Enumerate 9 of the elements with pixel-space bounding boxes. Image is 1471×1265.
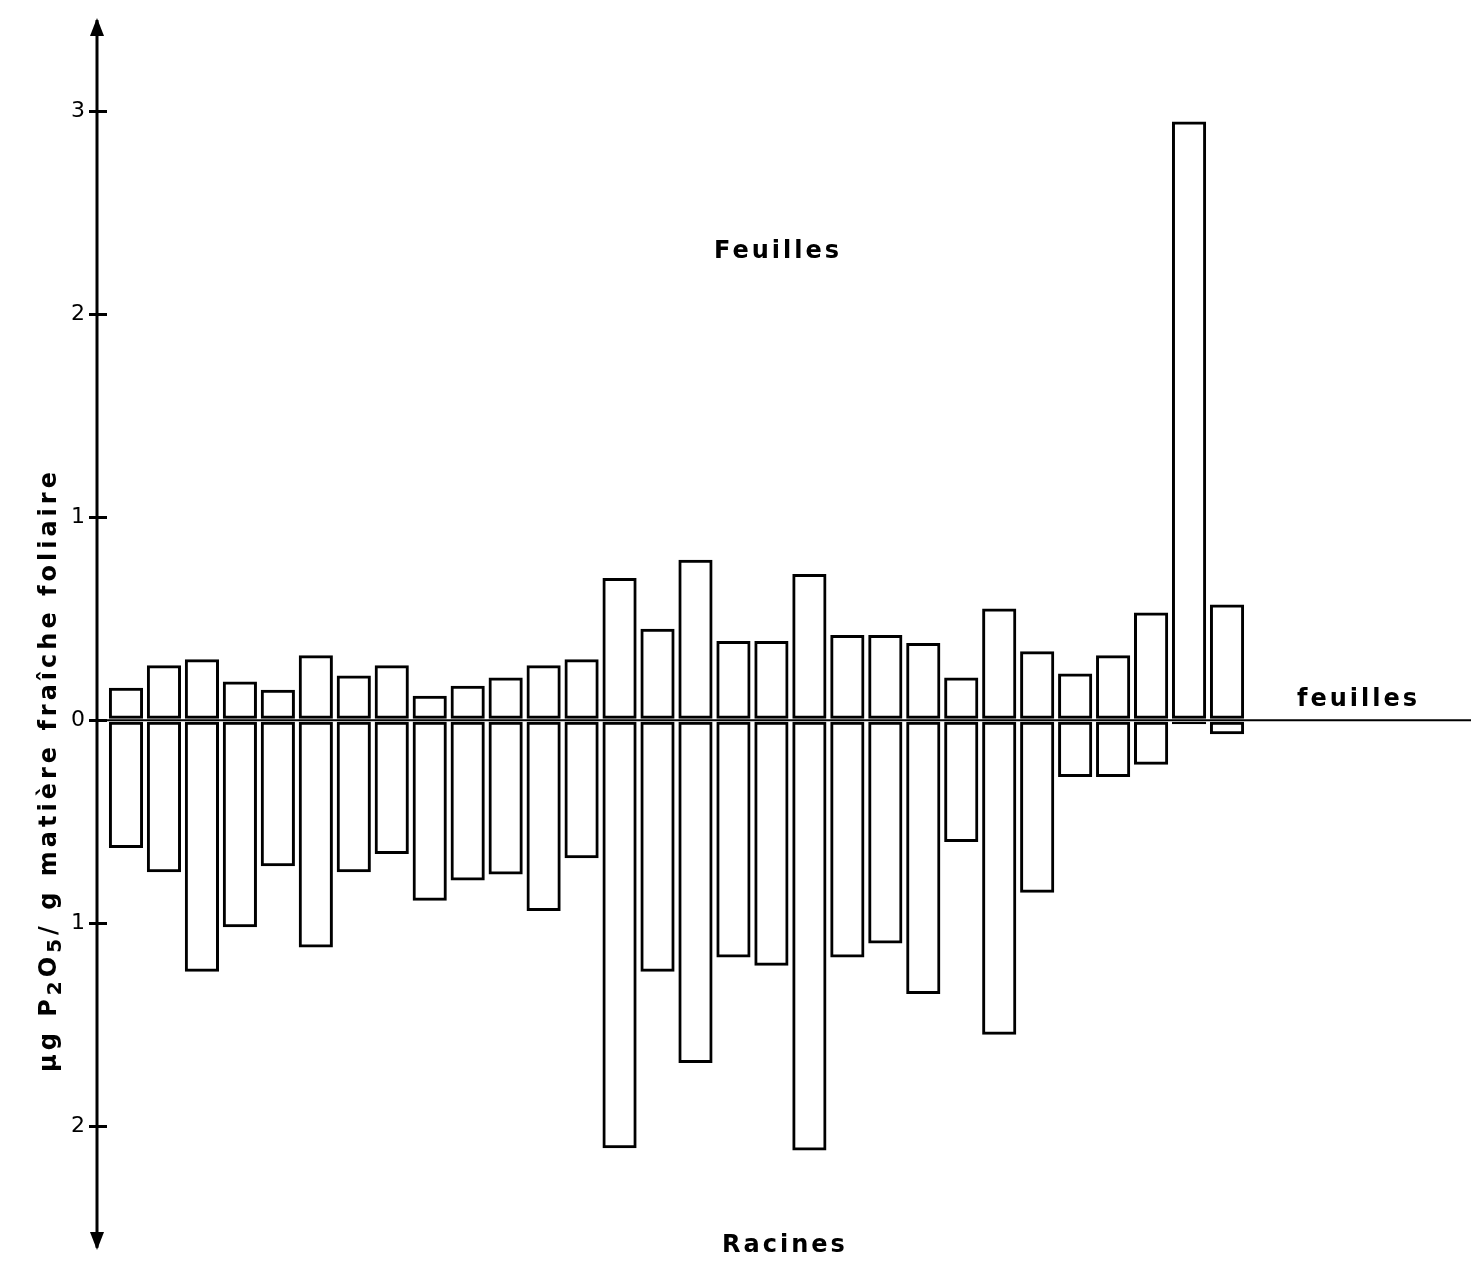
y-tick-label: 2 bbox=[71, 1111, 85, 1137]
y-tick-label: 1 bbox=[71, 502, 85, 528]
ref-line-label: feuilles bbox=[1296, 684, 1421, 713]
y-tick-label: 0 bbox=[71, 705, 85, 731]
y-tick-label: 2 bbox=[71, 299, 85, 325]
annotation: Racines bbox=[722, 1230, 848, 1259]
annotation: Feuilles bbox=[713, 236, 843, 265]
y-tick-label: 1 bbox=[71, 908, 85, 934]
y-tick-label: 3 bbox=[71, 97, 85, 123]
